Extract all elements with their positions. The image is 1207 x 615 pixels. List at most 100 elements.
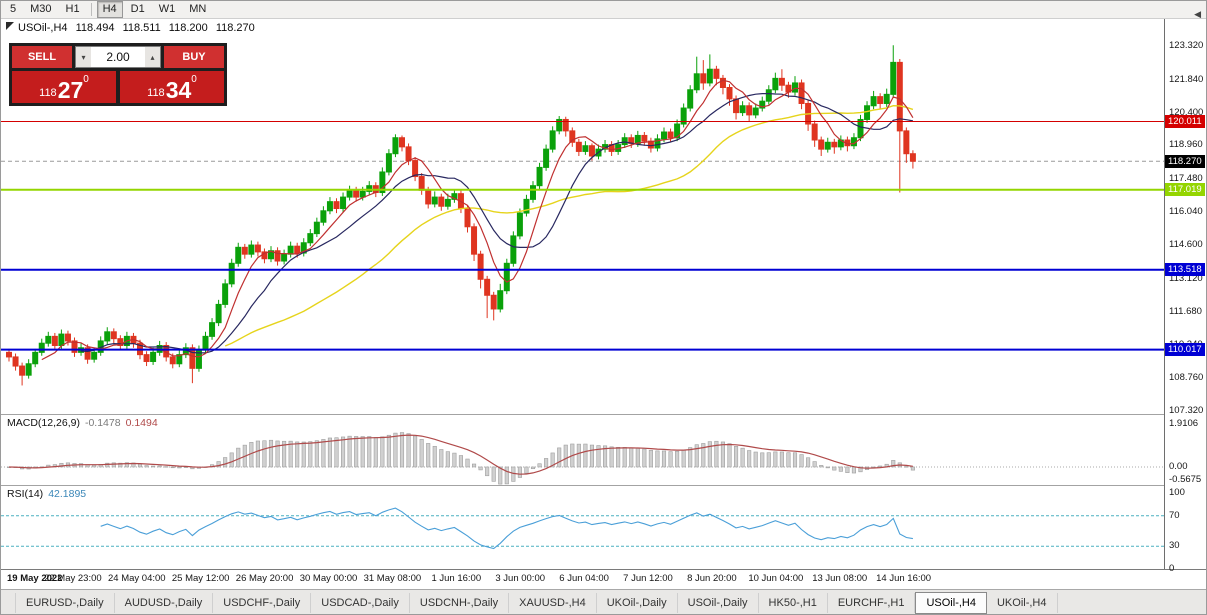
chart-tab-usdcnh-daily[interactable]: USDCNH-,Daily bbox=[410, 593, 510, 613]
chart-tab-audusd-daily[interactable]: AUDUSD-,Daily bbox=[115, 593, 214, 613]
price-level-tag: 113.518 bbox=[1165, 263, 1205, 277]
time-tick-label: 24 May 04:00 bbox=[108, 573, 166, 584]
axis-tick-label: 108.760 bbox=[1169, 372, 1204, 384]
time-axis[interactable]: 19 May 2022 22 May 23:00 24 May 04:00 25 Ma… bbox=[1, 570, 1164, 589]
macd-signal-line bbox=[8, 434, 913, 475]
macd-signal-value: 0.1494 bbox=[125, 417, 158, 429]
timeframe-button-d1[interactable]: D1 bbox=[130, 3, 145, 15]
chart-tab-usdchf-daily[interactable]: USDCHF-,Daily bbox=[213, 593, 312, 613]
macd-name: MACD(12,26,9) bbox=[7, 417, 80, 429]
chart-tab-eurchf-h1[interactable]: EURCHF-,H1 bbox=[828, 593, 916, 613]
ma-slow-line bbox=[224, 104, 914, 347]
time-tick-label: 8 Jun 20:00 bbox=[687, 573, 737, 584]
chart-tab-xauusd-h4[interactable]: XAUUSD-,H4 bbox=[509, 593, 597, 613]
timeframe-button-h1[interactable]: H1 bbox=[65, 3, 80, 15]
chart-tab-ukoil-h4[interactable]: UKOil-,H4 bbox=[987, 593, 1058, 613]
rsi-line bbox=[100, 507, 913, 550]
rsi-panel bbox=[1, 507, 1164, 550]
ohlc-high: 118.511 bbox=[122, 22, 161, 34]
main-price-panel bbox=[1, 45, 1164, 386]
macd-panel bbox=[1, 432, 1164, 485]
timeframe-button-w1[interactable]: W1 bbox=[158, 3, 176, 15]
time-tick-label: 7 Jun 12:00 bbox=[623, 573, 673, 584]
macd-panel-splitter[interactable] bbox=[1, 414, 1206, 415]
axis-tick-label: 0.00 bbox=[1169, 460, 1188, 472]
toolbar-separator bbox=[90, 3, 92, 16]
axis-tick-label: 1.9106 bbox=[1169, 417, 1199, 429]
axis-tick-label: -0.5675 bbox=[1169, 473, 1202, 485]
chart-tab-usoil-h4[interactable]: USOil-,H4 bbox=[915, 592, 987, 614]
sell-price-big: 27 bbox=[57, 77, 84, 103]
volume-increase-icon[interactable]: ▴ bbox=[145, 47, 160, 67]
chart-tab-eurusd-daily[interactable]: EURUSD-,Daily bbox=[15, 593, 115, 613]
timeframe-button-mn[interactable]: MN bbox=[189, 3, 207, 15]
axis-tick-label: 116.040 bbox=[1169, 206, 1203, 218]
price-axis[interactable]: 123.320 121.840 120.400 118.960 117.480 116.0… bbox=[1164, 19, 1206, 574]
axis-tick-label: 111.680 bbox=[1169, 305, 1202, 317]
axis-tick-label: 117.480 bbox=[1169, 173, 1203, 185]
chart-canvas[interactable] bbox=[1, 19, 1164, 569]
axis-tick-label: 123.320 bbox=[1169, 39, 1204, 51]
timeframe-button-m30[interactable]: M30 bbox=[30, 3, 52, 15]
volume-stepper[interactable]: ▾ 2.00 ▴ bbox=[75, 46, 161, 68]
macd-main-value: -0.1478 bbox=[84, 417, 121, 429]
buy-price-prefix: 118 bbox=[147, 87, 165, 99]
time-tick-label: 3 Jun 00:00 bbox=[495, 573, 546, 584]
chart-symbol-label: USOil-,H4 bbox=[18, 22, 68, 34]
axis-tick-label: 0 bbox=[1169, 563, 1175, 574]
time-tick-label: 6 Jun 04:00 bbox=[559, 573, 609, 584]
chart-tab-hk50-h1[interactable]: HK50-,H1 bbox=[759, 593, 828, 613]
timeframe-button-5[interactable]: 5 bbox=[10, 3, 17, 15]
axis-tick-label: 114.600 bbox=[1169, 239, 1203, 251]
ma-mid-line bbox=[80, 93, 914, 354]
chart-ohlc-header: USOil-,H4 118.494 118.511 118.200 118.27… bbox=[18, 22, 260, 34]
chart-shift-marker bbox=[6, 22, 14, 30]
time-axis-separator bbox=[1, 569, 1206, 570]
timeframe-toolbar: 5 M30 H1 H4 D1 W1 MN bbox=[1, 1, 1206, 19]
time-tick-label: 26 May 20:00 bbox=[235, 573, 294, 584]
buy-button[interactable]: BUY bbox=[164, 46, 224, 68]
buy-price-display[interactable]: 118 34 0 bbox=[120, 71, 224, 103]
rsi-indicator-label: RSI(14) 42.1895 bbox=[7, 488, 86, 500]
axis-tick-label: 100 bbox=[1169, 487, 1185, 498]
time-tick-label: 1 Jun 16:00 bbox=[431, 573, 482, 584]
macd-indicator-label: MACD(12,26,9) -0.1478 0.1494 bbox=[7, 417, 158, 429]
ma-fast-line bbox=[41, 79, 914, 361]
time-tick-label: 30 May 00:00 bbox=[299, 573, 358, 584]
axis-tick-label: 121.840 bbox=[1169, 73, 1204, 85]
sell-button[interactable]: SELL bbox=[12, 46, 72, 68]
axis-tick-label: 107.320 bbox=[1169, 405, 1204, 417]
buy-price-big: 34 bbox=[165, 77, 192, 103]
timeframe-button-h4[interactable]: H4 bbox=[96, 1, 123, 18]
ohlc-close: 118.270 bbox=[215, 22, 255, 34]
symbol-tab-bar: EURUSD-,Daily AUDUSD-,Daily USDCHF-,Daily U… bbox=[1, 589, 1206, 614]
rsi-name: RSI(14) bbox=[7, 488, 44, 500]
time-tick-label: 22 May 23:00 bbox=[44, 573, 102, 584]
time-tick-label: 13 Jun 08:00 bbox=[812, 573, 868, 584]
one-click-trade-panel: SELL ▾ 2.00 ▴ BUY 118 27 0 118 34 0 bbox=[9, 43, 227, 106]
price-level-tag: 110.017 bbox=[1165, 343, 1205, 357]
volume-decrease-icon[interactable]: ▾ bbox=[76, 47, 91, 67]
time-tick-label: 10 Jun 04:00 bbox=[748, 573, 804, 584]
axis-tick-label: 120.400 bbox=[1169, 106, 1204, 118]
price-level-tag: 117.019 bbox=[1165, 183, 1205, 197]
chart-tab-usdcad-daily[interactable]: USDCAD-,Daily bbox=[311, 593, 410, 613]
rsi-value: 42.1895 bbox=[48, 488, 87, 500]
axis-tick-label: 113.120 bbox=[1169, 272, 1203, 284]
axis-tick-label: 70 bbox=[1169, 509, 1180, 521]
ohlc-low: 118.200 bbox=[168, 22, 208, 34]
sell-price-pip: 0 bbox=[83, 74, 89, 85]
time-tick-label: 31 May 08:00 bbox=[363, 573, 422, 584]
volume-value[interactable]: 2.00 bbox=[106, 50, 130, 64]
chart-tab-usoil-daily[interactable]: USOil-,Daily bbox=[678, 593, 759, 613]
sell-price-display[interactable]: 118 27 0 bbox=[12, 71, 116, 103]
sell-price-prefix: 118 bbox=[39, 87, 57, 99]
chart-tab-ukoil-daily[interactable]: UKOil-,Daily bbox=[597, 593, 678, 613]
price-level-tag: 118.270 bbox=[1165, 154, 1205, 168]
time-tick-label: 19 May 2022 bbox=[7, 573, 63, 584]
ohlc-open: 118.494 bbox=[75, 22, 115, 34]
rsi-panel-splitter[interactable] bbox=[1, 485, 1206, 486]
axis-tick-label: 30 bbox=[1169, 540, 1180, 552]
tab-scroll-left-icon[interactable]: ◀ bbox=[1194, 9, 1201, 19]
